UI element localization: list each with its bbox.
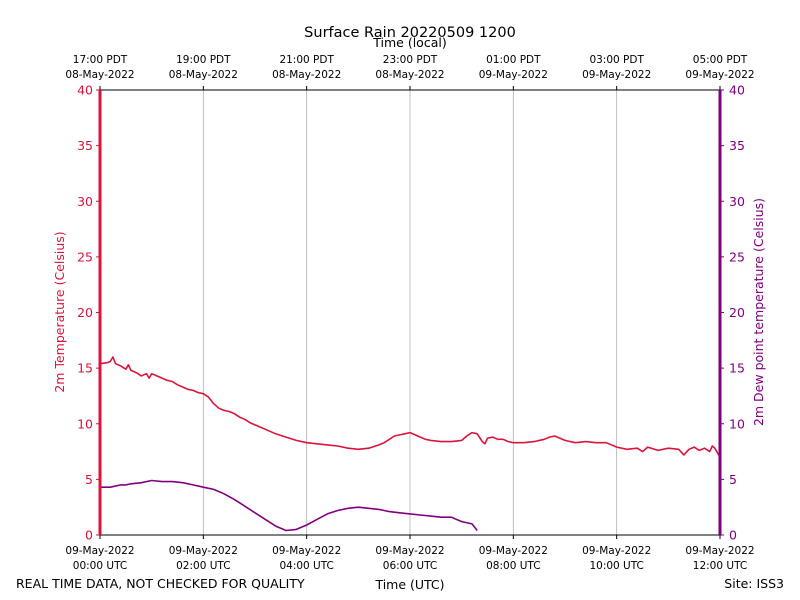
left-y-tick-label: 10: [77, 416, 93, 431]
dewpoint-series-line: [100, 479, 478, 532]
temperature-series-line: [99, 356, 721, 458]
left-y-axis: 0 5 10 15 20 25 30 35 40: [77, 83, 100, 543]
left-y-tick-label: 40: [77, 83, 93, 98]
top-axis-label: Time (local): [372, 35, 446, 50]
x-tick-time-label: 06:00 UTC: [383, 560, 437, 572]
left-y-axis-label: 2m Temperature (Celsius): [52, 231, 67, 392]
left-y-tick-label: 25: [77, 249, 93, 264]
top-tick-date-label: 08-May-2022: [272, 69, 341, 81]
top-tick-date-label: 08-May-2022: [65, 69, 134, 81]
chart-title: Surface Rain 20220509 1200: [304, 25, 516, 41]
quality-disclaimer: REAL TIME DATA, NOT CHECKED FOR QUALITY: [16, 576, 305, 591]
data-series: [99, 356, 721, 532]
right-y-tick-label: 40: [729, 83, 745, 98]
top-tick-date-label: 08-May-2022: [375, 69, 444, 81]
left-y-tick-label: 5: [85, 472, 93, 487]
x-axis-label: Time (UTC): [374, 577, 444, 592]
right-y-tick-label: 5: [729, 472, 737, 487]
left-y-tick-label: 15: [77, 361, 93, 376]
x-tick-date-label: 09-May-2022: [272, 545, 341, 557]
top-tick-time-label: 05:00 PDT: [693, 54, 748, 66]
x-tick-date-label: 09-May-2022: [169, 545, 238, 557]
x-tick-time-label: 12:00 UTC: [693, 560, 747, 572]
left-y-tick-label: 20: [77, 305, 93, 320]
site-label: Site: ISS3: [724, 576, 784, 591]
top-tick-time-label: 17:00 PDT: [73, 54, 128, 66]
right-y-tick-label: 15: [729, 361, 745, 376]
x-tick-time-label: 08:00 UTC: [486, 560, 540, 572]
top-tick-time-label: 19:00 PDT: [176, 54, 231, 66]
right-y-tick-label: 30: [729, 194, 745, 209]
top-x-axis: 17:00 PDT 08-May-2022 19:00 PDT 08-May-2022…: [65, 54, 755, 90]
left-y-tick-label: 30: [77, 194, 93, 209]
right-y-tick-label: 25: [729, 249, 745, 264]
grid-lines: [202, 90, 618, 535]
top-tick-time-label: 23:00 PDT: [383, 54, 438, 66]
x-tick-date-label: 09-May-2022: [375, 545, 444, 557]
x-tick-date-label: 09-May-2022: [582, 545, 651, 557]
x-tick-date-label: 09-May-2022: [479, 545, 548, 557]
top-tick-date-label: 09-May-2022: [685, 69, 754, 81]
left-y-tick-label: 0: [85, 528, 93, 543]
top-tick-time-label: 21:00 PDT: [279, 54, 334, 66]
right-y-tick-label: 0: [729, 528, 737, 543]
right-y-tick-label: 20: [729, 305, 745, 320]
x-tick-date-label: 09-May-2022: [685, 545, 754, 557]
right-y-axis: 0 5 10 15 20 25 30 35 40: [720, 83, 745, 543]
right-y-tick-label: 35: [729, 138, 745, 153]
left-y-tick-label: 35: [77, 138, 93, 153]
right-y-axis-label: 2m Dew point temperature (Celsius): [751, 198, 766, 426]
top-tick-time-label: 03:00 PDT: [589, 54, 644, 66]
x-tick-time-label: 02:00 UTC: [176, 560, 230, 572]
x-tick-time-label: 10:00 UTC: [589, 560, 643, 572]
top-tick-date-label: 09-May-2022: [582, 69, 651, 81]
top-tick-date-label: 08-May-2022: [169, 69, 238, 81]
x-tick-date-label: 09-May-2022: [65, 545, 134, 557]
x-tick-time-label: 04:00 UTC: [279, 560, 333, 572]
top-tick-time-label: 01:00 PDT: [486, 54, 541, 66]
bottom-x-axis: 09-May-2022 00:00 UTC 09-May-2022 02:00 UTC…: [65, 535, 755, 572]
x-tick-time-label: 00:00 UTC: [73, 560, 127, 572]
right-y-tick-label: 10: [729, 416, 745, 431]
top-tick-date-label: 09-May-2022: [479, 69, 548, 81]
